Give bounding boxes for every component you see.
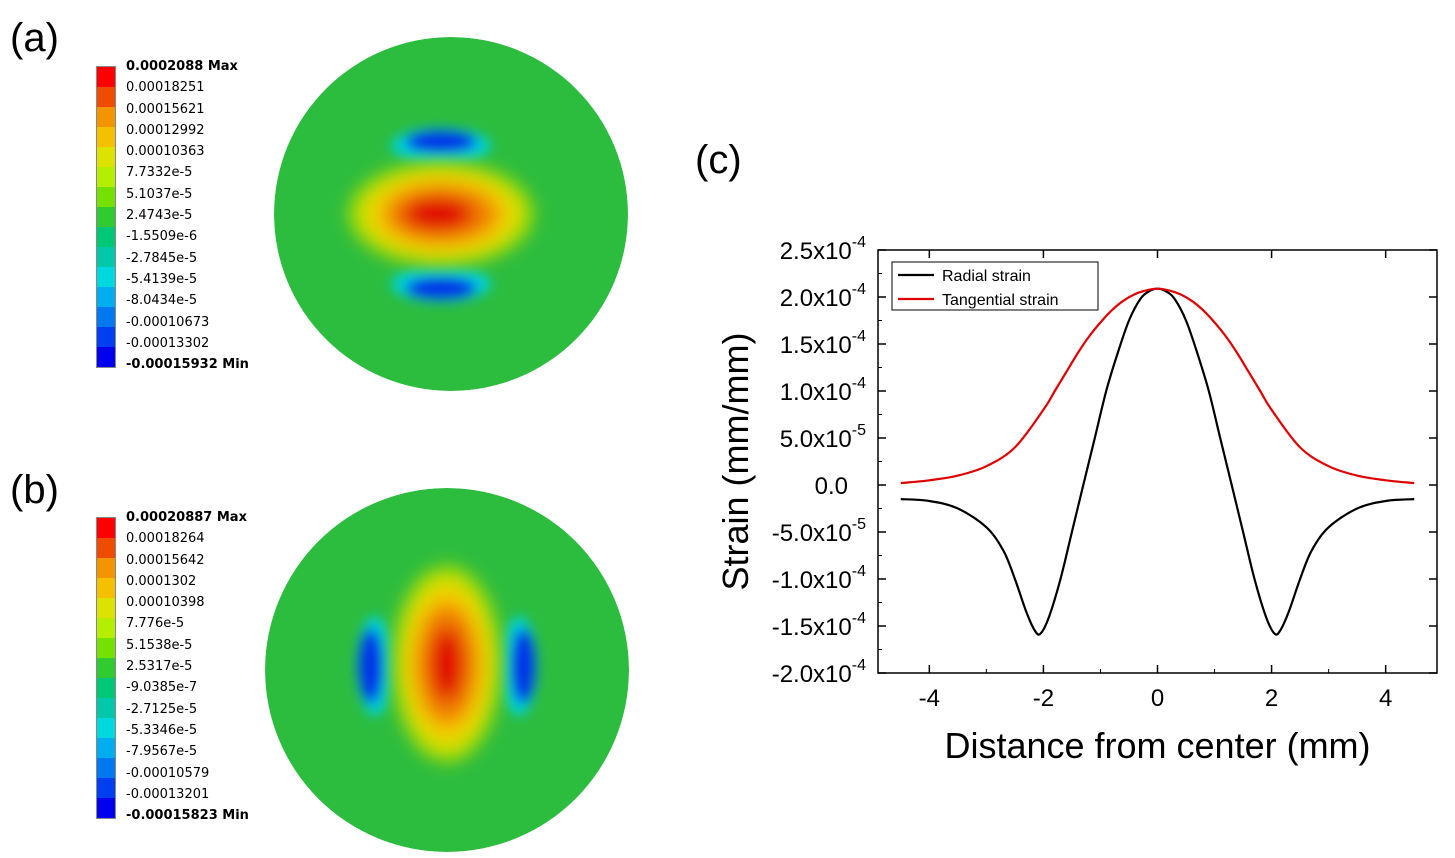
color-scale-label: 0.00010398: [126, 595, 205, 611]
color-scale-label: 0.00020887 Max: [126, 510, 247, 525]
color-scale-swatch: [97, 798, 115, 818]
color-scale-swatch: [97, 598, 115, 618]
color-scale-label: 2.5317e-5: [126, 659, 193, 675]
x-tick-label: 2: [1265, 685, 1278, 712]
legend-entry: Tangential strain: [942, 292, 1059, 309]
color-scale-swatch: [97, 287, 115, 307]
color-scale-label: -1.5509e-6: [126, 229, 198, 245]
color-scale-swatch: [97, 698, 115, 718]
color-scale-label: 0.0001302: [126, 573, 197, 589]
color-scale-swatch: [97, 327, 115, 347]
y-tick-label: -1.5x10-4: [772, 610, 866, 641]
color-scale-swatch: [97, 758, 115, 778]
y-tick-label: 0.0: [815, 473, 848, 500]
color-scale-label: 2.4743e-5: [126, 208, 193, 224]
color-scale-swatch: [97, 738, 115, 758]
color-scale-label: 0.00012992: [126, 122, 205, 138]
color-scale-swatch: [97, 538, 115, 558]
color-scale-swatch: [97, 167, 115, 187]
color-scale-label: -9.0385e-7: [126, 680, 198, 696]
color-scale-swatch: [97, 87, 115, 107]
color-scale-swatch: [97, 518, 115, 538]
color-scale-label: 0.00018264: [126, 531, 205, 547]
color-scale-bar-b: [96, 517, 116, 819]
color-scale-swatch: [97, 558, 115, 578]
chart-area: 2.5x10-4 2.0x10-4 1.5x10-4 1.0x10-4 5.0x10-5…: [715, 234, 1438, 766]
chart-legend-box: [891, 261, 1099, 311]
color-scale-label: 0.0002088 Max: [126, 59, 238, 74]
color-scale-swatch: [97, 718, 115, 738]
y-tick-label: 5.0x10-5: [780, 422, 866, 453]
color-scale-swatch: [97, 778, 115, 798]
color-scale-label: 5.1037e-5: [126, 186, 193, 202]
color-scale-labels-a: 0.0002088 Max 0.00018251 0.00015621 0.00012…: [126, 59, 249, 378]
color-scale-swatch: [97, 207, 115, 227]
x-tick-label: 4: [1379, 685, 1392, 712]
series-line-tangential-strain: [900, 287, 1415, 485]
strain-contour-plot-a: [274, 37, 628, 391]
color-scale-swatch: [97, 678, 115, 698]
color-scale-label: 7.7332e-5: [126, 165, 193, 181]
x-axis-title: Distance from center (mm): [944, 725, 1370, 766]
color-scale-label: -5.4139e-5: [126, 271, 198, 287]
color-scale-labels-b: 0.00020887 Max 0.00018264 0.00015642 0.0001…: [126, 510, 249, 829]
color-scale-swatch: [97, 578, 115, 598]
color-scale-label: 0.00010363: [126, 144, 205, 160]
y-tick-label: 1.0x10-4: [780, 375, 866, 406]
color-scale-swatch: [97, 267, 115, 287]
color-scale-label: -2.7845e-5: [126, 250, 198, 266]
color-scale-label: -0.00013201: [126, 786, 210, 802]
y-tick-label: -5.0x10-5: [772, 516, 866, 547]
color-scale-label: 0.00015621: [126, 101, 205, 117]
color-scale-swatch: [97, 187, 115, 207]
color-scale-swatch: [97, 67, 115, 87]
color-scale-label: -8.0434e-5: [126, 293, 198, 309]
x-tick-label: 0: [1151, 685, 1164, 712]
color-scale-swatch: [97, 247, 115, 267]
y-tick-label: 2.5x10-4: [780, 234, 866, 265]
color-scale-label: -0.00015823 Min: [126, 808, 249, 824]
color-scale-label: -0.00013302: [126, 335, 210, 351]
color-scale-label: -2.7125e-5: [126, 701, 198, 717]
color-scale-label: -0.00010579: [126, 765, 210, 781]
color-scale-swatch: [97, 307, 115, 327]
x-tick-label: -4: [919, 685, 940, 712]
panel-label-c: (c): [695, 138, 742, 182]
plot-frame: [877, 249, 1438, 674]
x-tick-label: -2: [1033, 685, 1054, 712]
series-line-radial-strain: [900, 287, 1415, 636]
color-scale-swatch: [97, 347, 115, 367]
color-scale-swatch: [97, 658, 115, 678]
color-scale-swatch: [97, 227, 115, 247]
color-scale-label: -0.00010673: [126, 314, 210, 330]
color-scale-label: 0.00018251: [126, 80, 205, 96]
y-tick-label: -2.0x10-4: [772, 657, 866, 688]
color-scale-bar-a: [96, 66, 116, 368]
panel-label-a: (a): [10, 16, 59, 60]
color-scale-label: -7.9567e-5: [126, 744, 198, 760]
y-tick-label: 1.5x10-4: [780, 328, 866, 359]
color-scale-label: -0.00015932 Min: [126, 357, 249, 373]
y-tick-label: 2.0x10-4: [780, 281, 866, 312]
y-axis-title: Strain (mm/mm): [715, 333, 756, 591]
color-scale-swatch: [97, 147, 115, 167]
color-scale-label: 5.1538e-5: [126, 637, 193, 653]
color-scale-swatch: [97, 107, 115, 127]
color-scale-label: 0.00015642: [126, 552, 205, 568]
strain-contour-plot-b: [265, 488, 629, 852]
panel-label-b: (b): [10, 468, 59, 512]
legend-entry: Radial strain: [942, 268, 1031, 285]
color-scale-label: 7.776e-5: [126, 616, 185, 632]
color-scale-swatch: [97, 638, 115, 658]
y-tick-label: -1.0x10-4: [772, 563, 866, 594]
color-scale-label: -5.3346e-5: [126, 722, 198, 738]
color-scale-swatch: [97, 618, 115, 638]
color-scale-swatch: [97, 127, 115, 147]
